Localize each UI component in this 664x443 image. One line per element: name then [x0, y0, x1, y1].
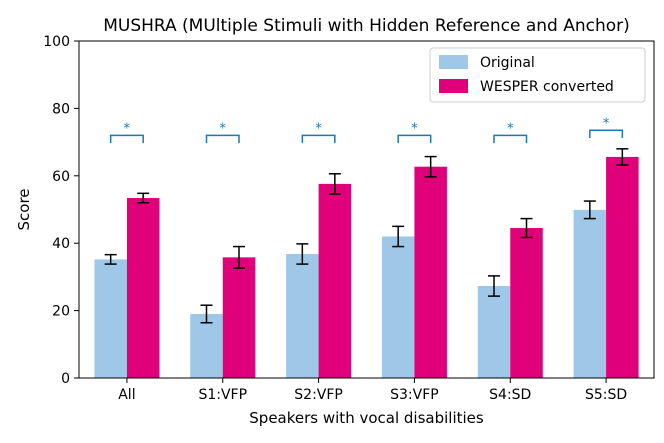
bar-original-2 — [286, 253, 319, 378]
bar-wesper-4 — [510, 228, 543, 378]
x-tick-label: All — [118, 387, 135, 403]
chart-title: MUSHRA (MUltiple Stimuli with Hidden Ref… — [103, 16, 630, 36]
bar-original-3 — [381, 236, 415, 378]
error-bar-wesper-3 — [424, 155, 437, 178]
x-tick-label: S3:VFP — [390, 387, 439, 403]
significance-bracket-3: * — [397, 121, 432, 144]
y-tick-label: 80 — [52, 101, 70, 117]
significance-bracket-line — [205, 134, 240, 144]
x-tick-label: S4:SD — [489, 387, 531, 403]
bar-wesper-1 — [222, 257, 256, 378]
x-axis: All S1:VFP S2:VFP S3:VFP S4:SD S5:SD — [118, 378, 627, 403]
significance-star: * — [603, 116, 610, 131]
x-tick-label: S2:VFP — [294, 387, 343, 403]
error-bar-wesper-0 — [137, 192, 150, 204]
legend: Original WESPER converted — [429, 47, 646, 103]
y-axis: 0 20 40 60 80 100 — [43, 34, 79, 387]
legend-label: Original — [480, 55, 535, 71]
significance-bracket-line — [109, 134, 144, 144]
bar-wesper-5 — [606, 156, 639, 378]
x-axis-title: Speakers with vocal disabilities — [249, 409, 484, 427]
y-tick-label: 40 — [52, 236, 70, 252]
significance-bracket-line — [493, 134, 528, 144]
bar-wesper-3 — [414, 166, 447, 378]
y-tick-label: 0 — [61, 371, 70, 387]
error-bar-original-1 — [200, 304, 213, 324]
bar-wesper-0 — [126, 198, 160, 378]
error-bar-wesper-1 — [233, 245, 245, 269]
bar-original-4 — [477, 285, 511, 378]
y-tick-label: 100 — [43, 34, 70, 50]
significance-bracket-line — [589, 129, 624, 139]
significance-bracket-2: * — [301, 121, 336, 144]
significance-star: * — [411, 121, 418, 136]
legend-swatch — [439, 55, 468, 69]
legend-swatch — [439, 79, 468, 93]
y-tick-label: 20 — [52, 304, 70, 320]
plot-area: * * * * * * — [78, 40, 655, 379]
significance-bracket-0: * — [109, 121, 144, 144]
significance-bracket-1: * — [205, 121, 240, 144]
error-bar-original-3 — [392, 225, 405, 248]
error-bar-wesper-2 — [328, 173, 341, 195]
y-tick-label: 60 — [52, 169, 70, 185]
bar-original-0 — [94, 259, 127, 378]
x-tick-label: S1:VFP — [198, 387, 247, 403]
error-bar-original-4 — [488, 275, 500, 297]
error-bar-original-2 — [296, 243, 309, 265]
significance-bracket-line — [301, 134, 336, 144]
error-bar-wesper-5 — [616, 148, 629, 166]
significance-star: * — [507, 121, 514, 136]
legend-box — [429, 47, 646, 103]
significance-star: * — [124, 121, 131, 136]
y-axis-title: Score — [15, 188, 33, 230]
significance-star: * — [220, 121, 227, 136]
bar-original-1 — [190, 313, 223, 378]
significance-bracket-4: * — [493, 121, 528, 144]
significance-star: * — [315, 121, 322, 136]
significance-bracket-5: * — [589, 116, 624, 139]
error-bar-original-5 — [583, 200, 596, 220]
legend-label: WESPER converted — [480, 79, 614, 95]
bar-original-5 — [573, 209, 607, 378]
plot-frame — [78, 40, 655, 379]
bar-wesper-2 — [318, 183, 352, 378]
error-bar-original-0 — [104, 253, 117, 265]
x-tick-label: S5:SD — [585, 387, 627, 403]
error-bar-wesper-4 — [520, 217, 533, 239]
significance-bracket-line — [397, 134, 432, 144]
